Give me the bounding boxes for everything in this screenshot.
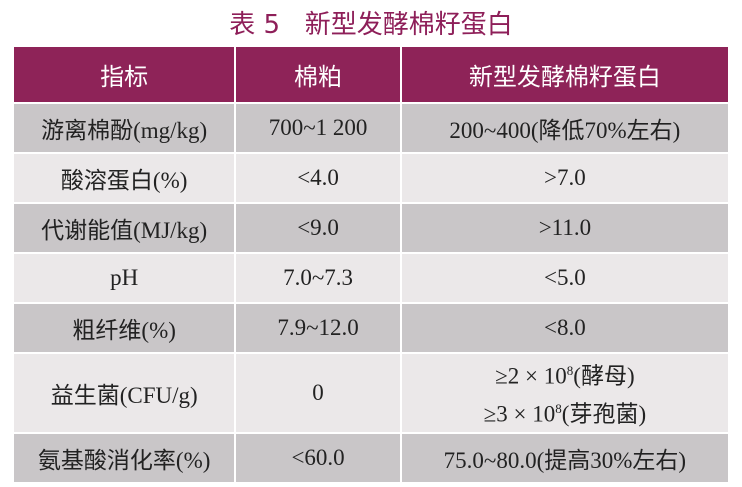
table-cell: 游离棉酚(mg/kg) xyxy=(11,102,237,154)
table-cell: >11.0 xyxy=(399,202,731,254)
table-cell: <9.0 xyxy=(234,202,402,254)
table-cell: ≥2 × 108(酵母) ≥3 × 108(芽孢菌) xyxy=(399,352,731,434)
table-row: 代谢能值(MJ/kg) <9.0 >11.0 xyxy=(11,202,731,254)
superscript: 8 xyxy=(566,363,574,379)
table-cell: 75.0~80.0(提高30%左右) xyxy=(399,432,731,484)
table-row: 酸溶蛋白(%) <4.0 >7.0 xyxy=(11,152,731,204)
cell-text: ≥3 × 10 xyxy=(483,401,556,427)
table-cell: 7.0~7.3 xyxy=(234,252,402,304)
cell-text: (酵母) xyxy=(573,364,635,389)
cell-text: (芽孢菌) xyxy=(561,401,647,427)
header-row: 指标 棉粕 新型发酵棉籽蛋白 xyxy=(11,45,731,104)
table-body: 游离棉酚(mg/kg) 700~1 200 200~400(降低70%左右) 酸溶蛋白… xyxy=(11,102,731,484)
table-row: 游离棉酚(mg/kg) 700~1 200 200~400(降低70%左右) xyxy=(11,102,731,154)
superscript: 8 xyxy=(555,401,562,416)
cell-text: ≥2 × 10 xyxy=(495,364,567,389)
table-cell: pH xyxy=(11,252,237,304)
table-cell: <60.0 xyxy=(234,432,402,484)
table-row: 益生菌(CFU/g) 0 ≥2 × 108(酵母) ≥3 × 108(芽孢菌) xyxy=(11,352,731,434)
table: 指标 棉粕 新型发酵棉籽蛋白 游离棉酚(mg/kg) 700~1 200 200~400… xyxy=(11,45,731,484)
table-row: pH 7.0~7.3 <5.0 xyxy=(11,252,731,304)
table-cell: 酸溶蛋白(%) xyxy=(11,152,237,204)
header-cell: 棉粕 xyxy=(234,45,402,104)
cell-line: ≥3 × 108(芽孢菌) xyxy=(402,393,728,431)
table-cell: 0 xyxy=(234,352,402,434)
table-cell: <5.0 xyxy=(399,252,731,304)
table-title: 表 5 新型发酵棉籽蛋白 xyxy=(229,10,513,40)
table-cell: 粗纤维(%) xyxy=(11,302,237,354)
table-cell: 7.9~12.0 xyxy=(234,302,402,354)
header-cell: 指标 xyxy=(11,45,237,104)
table-cell: 代谢能值(MJ/kg) xyxy=(11,202,237,254)
table-cell: 益生菌(CFU/g) xyxy=(11,352,237,434)
table-cell: 氨基酸消化率(%) xyxy=(11,432,237,484)
cell-line: ≥2 × 108(酵母) xyxy=(402,355,728,393)
header-cell: 新型发酵棉籽蛋白 xyxy=(399,45,731,104)
table-cell: <8.0 xyxy=(399,302,731,354)
table-cell: >7.0 xyxy=(399,152,731,204)
table-cell: 700~1 200 xyxy=(234,102,402,154)
table-cell: 200~400(降低70%左右) xyxy=(399,102,731,154)
table-row: 粗纤维(%) 7.9~12.0 <8.0 xyxy=(11,302,731,354)
table-cell: <4.0 xyxy=(234,152,402,204)
table-row: 氨基酸消化率(%) <60.0 75.0~80.0(提高30%左右) xyxy=(11,432,731,484)
